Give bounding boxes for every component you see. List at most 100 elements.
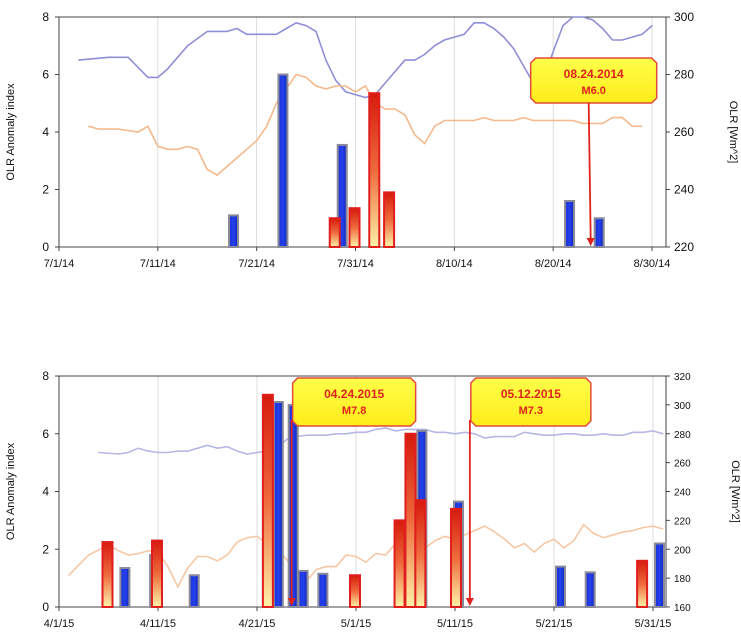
olr-series-point bbox=[256, 535, 258, 537]
olr-series-point bbox=[552, 50, 554, 53]
olr-series-point bbox=[137, 131, 139, 133]
y-tick-label: 6 bbox=[42, 68, 49, 82]
olr-series-point bbox=[513, 119, 515, 122]
olr-series-point bbox=[375, 428, 377, 430]
olr-series-point bbox=[563, 433, 565, 435]
event-date-label: 04.24.2015 bbox=[324, 387, 384, 401]
olr-series-point bbox=[583, 524, 585, 526]
blue-anomaly-bar bbox=[287, 403, 299, 608]
y-tick-label: 4 bbox=[42, 125, 49, 139]
olr-series-point bbox=[226, 165, 228, 168]
olr-series-point bbox=[424, 142, 426, 145]
olr-series-point bbox=[652, 525, 654, 527]
olr-series-point bbox=[513, 436, 516, 438]
olr-series-point bbox=[226, 446, 228, 448]
olr-series-point bbox=[256, 140, 258, 142]
y2-tick-label: 160 bbox=[674, 603, 691, 614]
y-tick-label: 6 bbox=[42, 427, 49, 441]
olr-series-point bbox=[157, 451, 159, 454]
y-tick-label: 2 bbox=[42, 542, 49, 556]
olr-series-point bbox=[384, 108, 386, 110]
olr-series-point bbox=[286, 558, 288, 561]
olr-series-point bbox=[474, 529, 476, 532]
red-anomaly-bar bbox=[101, 541, 114, 608]
olr-series-point bbox=[167, 451, 169, 454]
olr-series-point bbox=[612, 534, 615, 536]
olr-series-point bbox=[315, 30, 317, 32]
red-anomaly-bar bbox=[328, 217, 341, 248]
olr-series-point bbox=[206, 555, 209, 558]
olr-series-point bbox=[434, 125, 436, 127]
olr-series-point bbox=[602, 537, 605, 539]
x-tick-label: 8/10/14 bbox=[436, 258, 473, 270]
olr-series-point bbox=[484, 437, 486, 439]
y-tick-label: 4 bbox=[42, 485, 49, 499]
event-arrow-head bbox=[287, 598, 296, 606]
olr-series-point bbox=[157, 76, 159, 78]
olr-series-point bbox=[552, 119, 554, 122]
olr-series-point bbox=[216, 447, 218, 449]
olr-series-point bbox=[533, 551, 535, 553]
olr-series-point bbox=[335, 85, 337, 87]
olr-series-point bbox=[573, 433, 575, 435]
olr-series-point bbox=[493, 27, 495, 30]
olr-series-point bbox=[236, 541, 238, 543]
olr-series-point bbox=[464, 431, 466, 433]
olr-series-point bbox=[602, 122, 604, 124]
olr-series-point bbox=[315, 85, 317, 87]
blue-anomaly-bar bbox=[228, 214, 240, 248]
blue-anomaly-bar bbox=[297, 569, 309, 608]
olr-series-point bbox=[315, 434, 317, 436]
red-anomaly-bar bbox=[261, 393, 274, 608]
olr-series-point bbox=[127, 56, 129, 58]
olr-series-point bbox=[78, 59, 80, 61]
olr-series-point bbox=[572, 16, 574, 18]
olr-series-point bbox=[137, 447, 139, 449]
y2-tick-label: 260 bbox=[674, 459, 691, 470]
olr-series-point bbox=[611, 39, 614, 41]
event-callout-box bbox=[529, 57, 658, 104]
olr-series-point bbox=[631, 36, 633, 38]
olr-series-point bbox=[642, 527, 644, 529]
olr-series-point bbox=[454, 433, 456, 435]
olr-series-point bbox=[385, 427, 387, 429]
olr-series-point bbox=[622, 434, 624, 436]
y2-tick-label: 220 bbox=[674, 516, 691, 527]
event-date-label: 05.12.2015 bbox=[501, 387, 561, 401]
red-anomaly-bar bbox=[393, 519, 406, 608]
event-magnitude-label: M7.3 bbox=[519, 405, 543, 417]
olr-series-point bbox=[197, 555, 199, 558]
olr-series-point bbox=[226, 30, 228, 32]
y-tick-label: 0 bbox=[42, 600, 49, 614]
y2-tick-label: 280 bbox=[674, 68, 694, 82]
olr-series-point bbox=[206, 168, 208, 170]
olr-series-point bbox=[641, 33, 643, 35]
olr-series-point bbox=[246, 148, 248, 150]
olr-series-point bbox=[562, 25, 564, 27]
olr-series-point bbox=[384, 82, 386, 84]
event-arrow-head bbox=[586, 238, 595, 246]
olr-series-point bbox=[662, 528, 664, 530]
olr-series-point bbox=[127, 554, 129, 556]
olr-series-point bbox=[335, 79, 337, 81]
olr-series-point bbox=[612, 434, 615, 436]
x-tick-label: 7/11/14 bbox=[140, 258, 176, 270]
y2-tick-label: 180 bbox=[674, 574, 691, 585]
olr-series-point bbox=[246, 33, 248, 35]
olr-series-point bbox=[493, 119, 495, 122]
olr-series-point bbox=[503, 36, 505, 38]
olr-series-point bbox=[463, 33, 465, 35]
olr-series-point bbox=[494, 531, 496, 533]
olr-series-point bbox=[325, 88, 327, 90]
olr-series-point bbox=[593, 532, 595, 535]
olr-series-point bbox=[543, 434, 545, 436]
olr-series-point bbox=[216, 174, 218, 176]
olr-series-point bbox=[582, 122, 584, 124]
olr-series-point bbox=[275, 33, 277, 35]
olr-series-point bbox=[483, 22, 485, 24]
chart-2015: 0 2 4 6 8 160 180 200 220 240 260 280 300 320 4/1/15 4/… bbox=[5, 369, 741, 630]
olr-series-point bbox=[375, 553, 377, 555]
olr-series-point bbox=[533, 433, 535, 435]
olr-series-point bbox=[325, 566, 327, 568]
olr-series-point bbox=[473, 22, 475, 24]
